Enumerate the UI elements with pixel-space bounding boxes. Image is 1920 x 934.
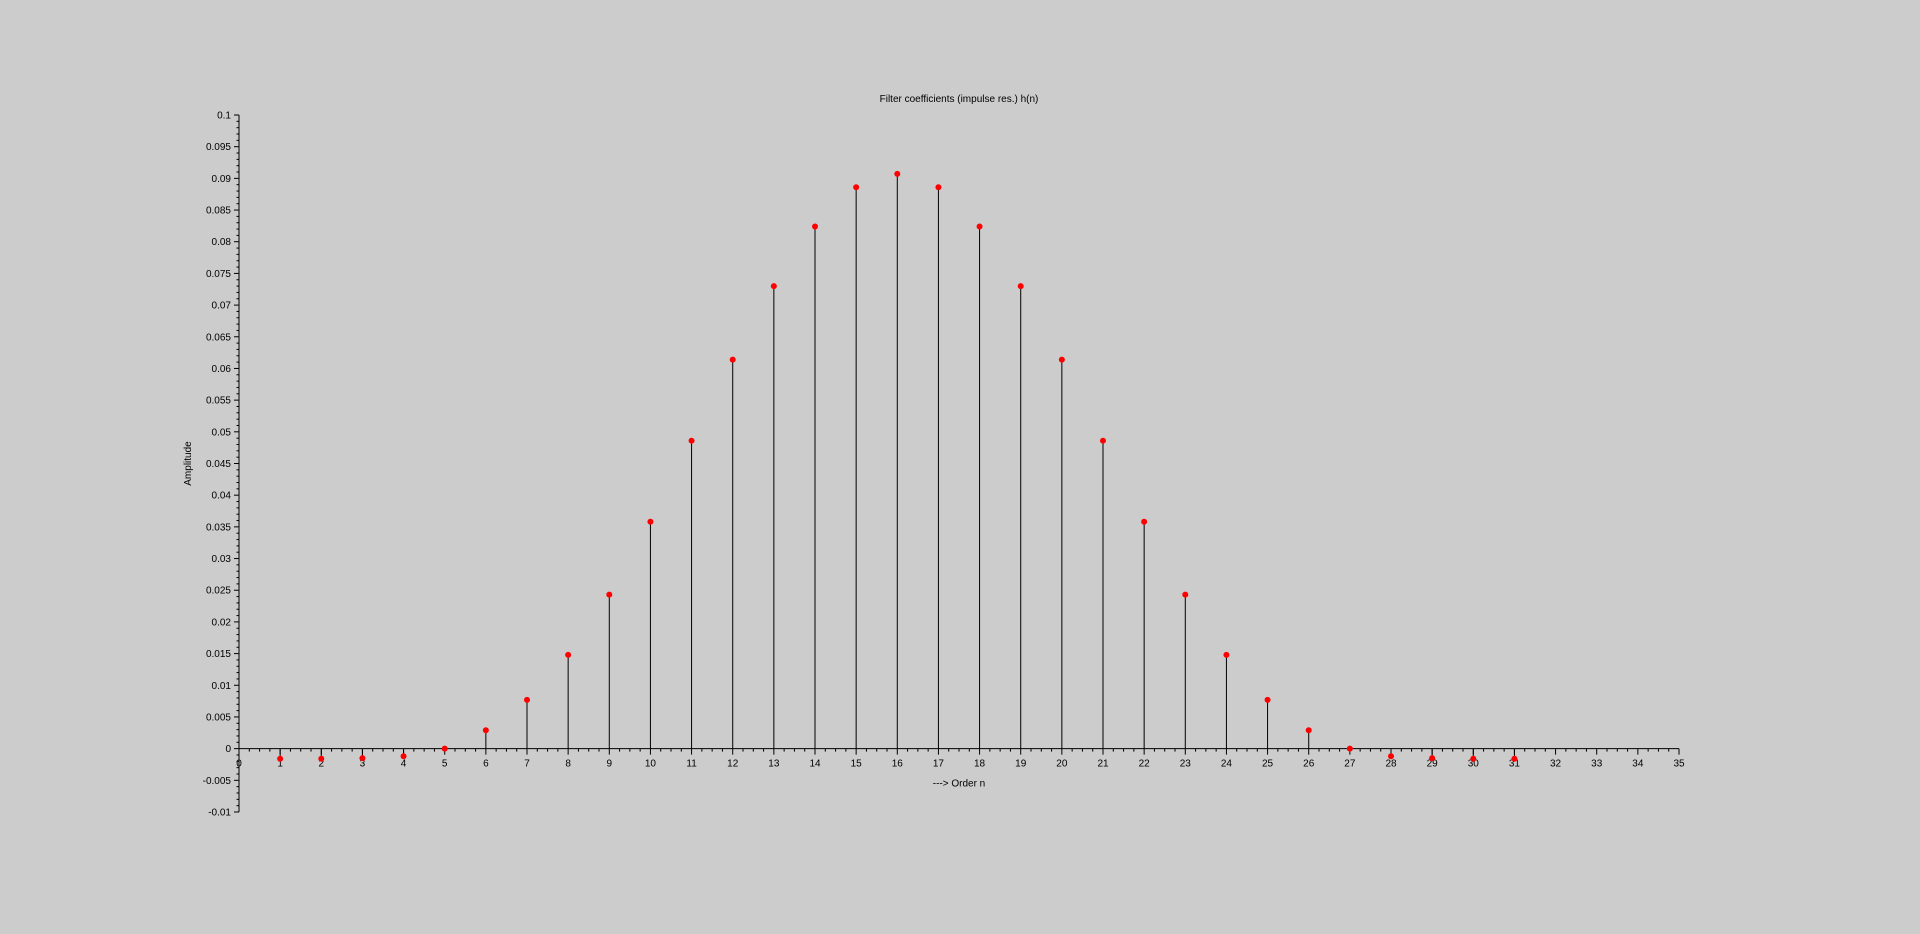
y-tick-label: 0.015 [206,649,231,660]
x-tick-label: 31 [1509,759,1521,770]
x-tick-label: 14 [809,759,821,770]
y-tick-label: 0.08 [212,237,232,248]
stem-marker [565,651,572,658]
x-tick-label: 32 [1550,759,1562,770]
x-tick-label: 6 [483,759,489,770]
chart-title: Filter coefficients (impulse res.) h(n) [880,94,1039,105]
x-tick-label: 11 [686,759,697,770]
x-tick-label: 12 [727,759,739,770]
x-tick-label: 1 [277,759,283,770]
y-tick-label: 0 [225,744,231,755]
y-tick-label: 0.025 [206,586,231,597]
x-tick-label: 29 [1427,759,1439,770]
y-tick-label: 0.065 [206,332,231,343]
x-tick-label: 24 [1221,759,1233,770]
x-tick-label: 22 [1139,759,1151,770]
x-tick-label: 30 [1468,759,1480,770]
x-tick-label: 5 [442,759,448,770]
x-tick-label: 25 [1262,759,1274,770]
y-tick-label: 0.005 [206,712,231,723]
y-tick-label: 0.055 [206,396,231,407]
y-tick-label: 0.03 [212,554,232,565]
y-tick-label: 0.045 [206,459,231,470]
stem-marker [1511,755,1518,762]
stem-marker [1429,755,1436,762]
stem-marker [606,591,613,598]
x-tick-label: 15 [851,759,863,770]
stem-marker [318,755,325,762]
x-tick-label: 35 [1673,759,1685,770]
stem-marker [1141,518,1148,525]
stem-marker [812,223,818,230]
y-tick-label: 0.02 [212,617,232,628]
x-tick-label: 23 [1180,759,1192,770]
x-tick-label: 3 [360,759,366,770]
stem-marker [400,753,407,760]
stem-marker [524,696,530,703]
y-tick-label: 0.01 [212,681,232,692]
stem-marker [1264,696,1271,703]
x-tick-label: 9 [607,759,613,770]
markers [277,170,1518,762]
x-tick-label: 17 [933,759,945,770]
stem-marker [359,755,366,762]
stem-marker [1470,755,1477,762]
x-tick-label: 18 [974,759,986,770]
stem-marker [277,755,284,762]
stem-marker [647,518,654,525]
stem-marker [935,184,942,191]
stems [279,173,1515,759]
stem-marker [1058,356,1065,363]
x-tick-label: 27 [1344,759,1356,770]
stem-marker [894,170,901,177]
y-tick-label: 0.085 [206,206,231,217]
y-tick-label: 0.05 [212,427,232,438]
x-tick-label: 16 [892,759,904,770]
stem-marker [976,223,983,230]
x-tick-label: 28 [1385,759,1397,770]
x-tick-label: 19 [1015,759,1027,770]
stem-marker [1223,651,1230,658]
stem-marker [1017,283,1024,290]
stem-marker [1100,437,1106,444]
x-tick-label: 33 [1591,759,1603,770]
axes: -0.01 -0.005 0 0.005 0.01 0.015 0.02 0.025 0.03 0… [203,111,1685,819]
y-tick-label: 0.095 [206,142,231,153]
stem-marker [1305,727,1312,734]
x-tick-label: 8 [565,759,571,770]
y-tick-label: 0.1 [217,111,231,122]
x-tick-label: 2 [319,759,325,770]
x-tick-label: 13 [768,759,780,770]
x-tick-label: 34 [1632,759,1644,770]
x-tick-label: 0 [236,759,242,770]
x-tick-label: 20 [1056,759,1068,770]
x-tick-label: 10 [645,759,657,770]
y-tick-label: 0.09 [212,174,232,185]
stem-marker [441,745,448,752]
x-tick-label: 21 [1097,759,1109,770]
y-tick-label: -0.01 [208,808,231,819]
y-tick-label: -0.005 [203,776,232,787]
stem-marker [1346,745,1353,752]
stem-marker [482,727,489,734]
y-tick-label: 0.035 [206,522,231,533]
stem-marker [1388,753,1394,760]
x-tick-label: 7 [524,759,530,770]
y-tick-label: 0.075 [206,269,231,280]
x-tick-label: 26 [1303,759,1315,770]
stem-marker [1182,591,1189,598]
stem-marker [729,356,736,363]
y-tick-label: 0.04 [212,491,232,502]
y-tick-label: 0.07 [212,301,232,312]
y-axis-title: Amplitude [183,441,194,486]
stem-marker [770,283,777,290]
x-axis-title: ---> Order n [933,779,986,790]
x-tick-label: 4 [401,759,407,770]
stem-marker [853,184,860,191]
y-tick-label: 0.06 [212,364,232,375]
stem-marker [688,437,695,444]
